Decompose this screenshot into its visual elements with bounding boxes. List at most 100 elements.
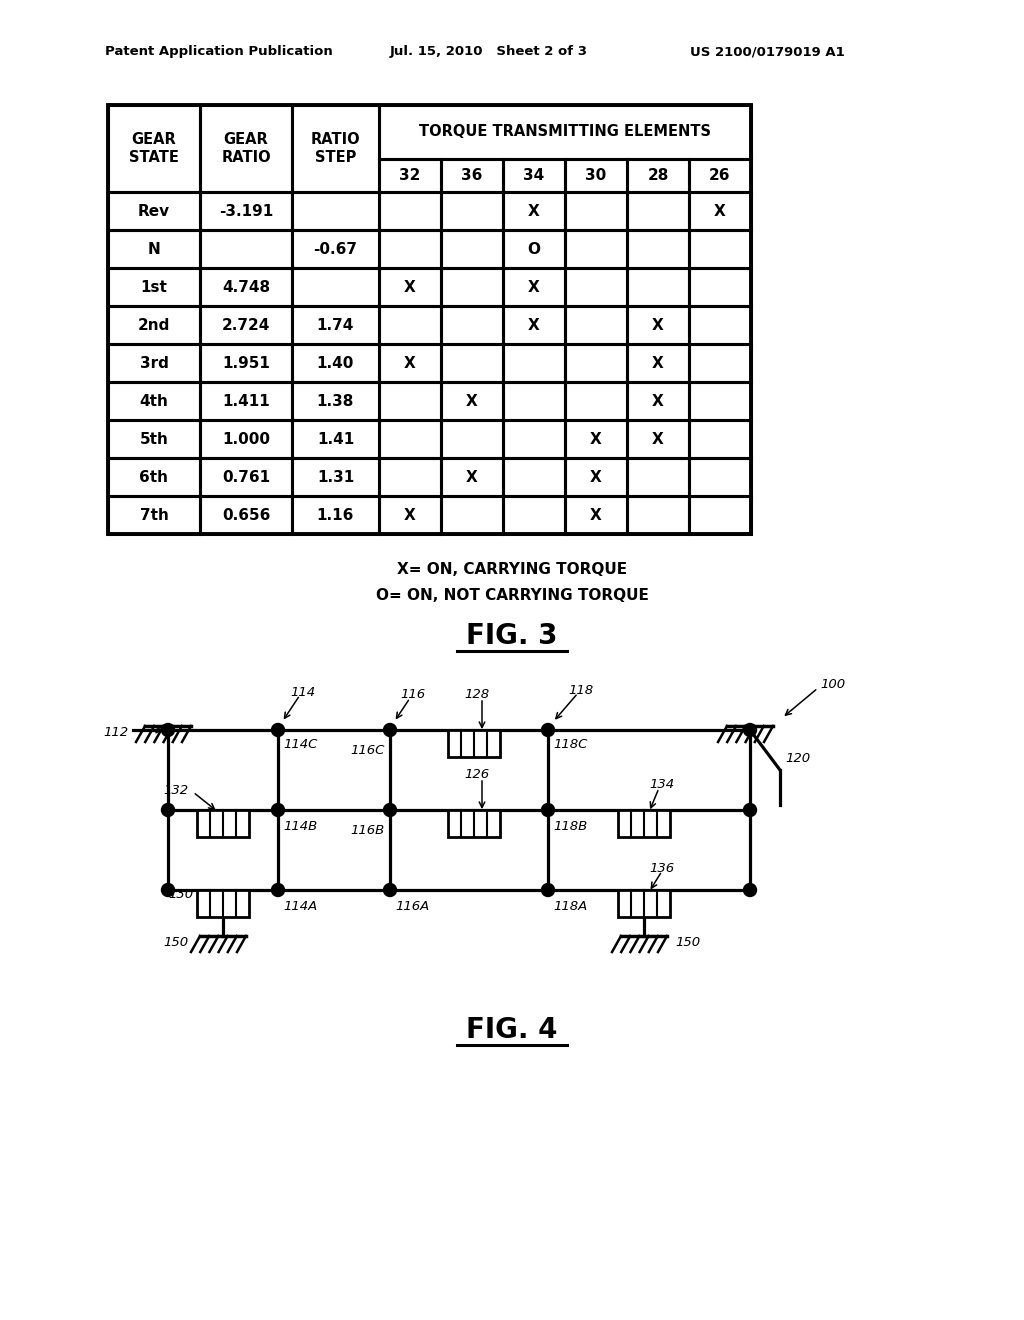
Text: 1.000: 1.000: [222, 432, 270, 446]
Bar: [565, 381, 627, 420]
Bar: [108, 458, 200, 496]
Text: 2.724: 2.724: [222, 318, 270, 333]
Bar: [627, 458, 689, 496]
Circle shape: [162, 723, 174, 737]
Bar: [689, 191, 751, 230]
Bar: [292, 458, 379, 496]
Text: 26: 26: [710, 168, 731, 183]
Bar: [503, 268, 565, 306]
Text: 2nd: 2nd: [138, 318, 170, 333]
Text: 30: 30: [586, 168, 606, 183]
Circle shape: [384, 883, 396, 896]
Bar: [292, 106, 379, 191]
Bar: [565, 268, 627, 306]
Text: 28: 28: [647, 168, 669, 183]
Bar: [449, 730, 500, 756]
Bar: [379, 306, 441, 345]
Bar: [503, 230, 565, 268]
Text: X: X: [590, 470, 602, 484]
Text: 4th: 4th: [139, 393, 168, 408]
Bar: [503, 158, 565, 191]
Text: 118C: 118C: [553, 738, 588, 751]
Text: 116B: 116B: [351, 824, 385, 837]
Text: 118: 118: [568, 684, 593, 697]
Text: 128: 128: [464, 689, 489, 701]
Text: 1st: 1st: [140, 280, 168, 294]
Text: GEAR
STATE: GEAR STATE: [129, 132, 179, 165]
Text: 116C: 116C: [350, 743, 385, 756]
Bar: [379, 458, 441, 496]
Text: RATIO
STEP: RATIO STEP: [310, 132, 360, 165]
Bar: [627, 158, 689, 191]
Bar: [200, 381, 292, 420]
Text: 132: 132: [163, 784, 188, 796]
Bar: [379, 191, 441, 230]
Bar: [689, 420, 751, 458]
Bar: [200, 458, 292, 496]
Bar: [565, 496, 627, 535]
Bar: [197, 809, 249, 837]
Text: 126: 126: [464, 768, 489, 781]
Bar: [689, 268, 751, 306]
Text: X: X: [466, 393, 478, 408]
Bar: [503, 381, 565, 420]
Text: X: X: [590, 507, 602, 523]
Bar: [108, 230, 200, 268]
Bar: [689, 345, 751, 381]
Bar: [292, 496, 379, 535]
Bar: [627, 230, 689, 268]
Bar: [108, 306, 200, 345]
Bar: [292, 381, 379, 420]
Text: 1.951: 1.951: [222, 355, 270, 371]
Bar: [379, 345, 441, 381]
Bar: [449, 809, 500, 837]
Bar: [627, 268, 689, 306]
Bar: [441, 191, 503, 230]
Bar: [108, 345, 200, 381]
Text: Jul. 15, 2010   Sheet 2 of 3: Jul. 15, 2010 Sheet 2 of 3: [390, 45, 588, 58]
Bar: [108, 106, 751, 535]
Text: 5th: 5th: [139, 432, 168, 446]
Bar: [379, 230, 441, 268]
Bar: [197, 890, 249, 916]
Text: X: X: [652, 318, 664, 333]
Circle shape: [384, 804, 396, 817]
Text: 118B: 118B: [553, 820, 587, 833]
Bar: [565, 420, 627, 458]
Bar: [379, 496, 441, 535]
Text: 134: 134: [649, 779, 674, 792]
Text: 118A: 118A: [553, 899, 587, 912]
Bar: [441, 420, 503, 458]
Bar: [503, 458, 565, 496]
Bar: [292, 420, 379, 458]
Bar: [565, 230, 627, 268]
Text: 1.41: 1.41: [316, 432, 354, 446]
Text: N: N: [147, 242, 161, 256]
Text: 7th: 7th: [139, 507, 168, 523]
Text: 112: 112: [102, 726, 128, 739]
Bar: [292, 306, 379, 345]
Circle shape: [542, 723, 555, 737]
Circle shape: [162, 883, 174, 896]
Text: 0.656: 0.656: [222, 507, 270, 523]
Text: TORQUE TRANSMITTING ELEMENTS: TORQUE TRANSMITTING ELEMENTS: [419, 124, 711, 140]
Bar: [108, 106, 200, 191]
Bar: [627, 306, 689, 345]
Text: X= ON, CARRYING TORQUE: X= ON, CARRYING TORQUE: [397, 562, 627, 578]
Bar: [689, 230, 751, 268]
Bar: [379, 381, 441, 420]
Text: 3rd: 3rd: [139, 355, 168, 371]
Bar: [689, 458, 751, 496]
Bar: [565, 191, 627, 230]
Bar: [200, 306, 292, 345]
Bar: [441, 268, 503, 306]
Text: GEAR
RATIO: GEAR RATIO: [221, 132, 270, 165]
Bar: [108, 191, 200, 230]
Bar: [379, 420, 441, 458]
Text: 150: 150: [163, 936, 188, 949]
Circle shape: [542, 804, 555, 817]
Circle shape: [271, 723, 285, 737]
Bar: [503, 496, 565, 535]
Text: 114: 114: [290, 685, 315, 698]
Bar: [441, 381, 503, 420]
